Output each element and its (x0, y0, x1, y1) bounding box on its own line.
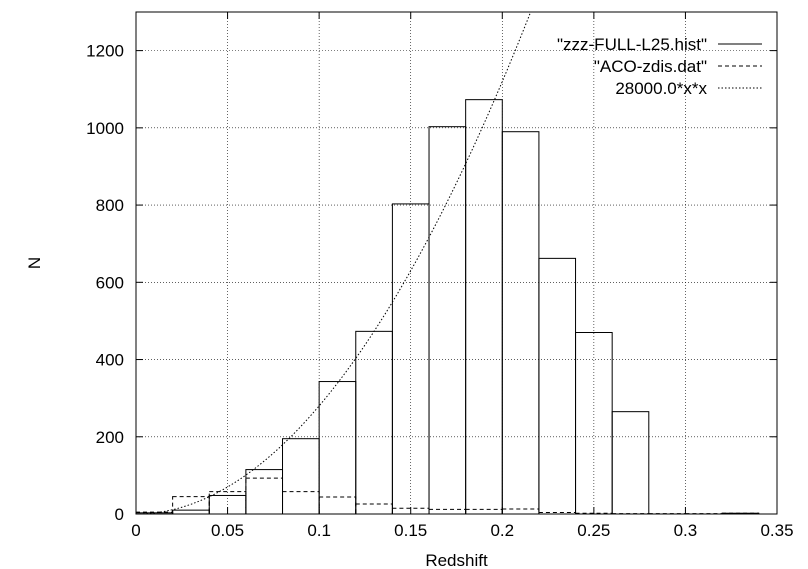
legend-label-0: "zzz-FULL-L25.hist" (557, 35, 707, 54)
aco-bar-6 (355, 503, 393, 515)
y-tick-label-6: 1200 (86, 42, 124, 61)
x-tick-label-7: 0.35 (760, 521, 793, 540)
full-bar-4 (282, 438, 320, 515)
x-tick-label-0: 0 (131, 521, 140, 540)
aco-bar-1 (172, 496, 210, 515)
y-tick-label-3: 600 (96, 273, 124, 292)
x-tick-label-3: 0.15 (394, 521, 427, 540)
axis-ticks: 0 0.05 0.1 0.15 0.2 0.25 0.3 0.35 0 200 400 600 800 1… (86, 12, 794, 540)
plot-frame (135, 11, 778, 515)
x-axis-label: Redshift (425, 551, 488, 569)
x-tick-label-4: 0.2 (490, 521, 514, 540)
full-bar-5 (318, 381, 357, 515)
grid-lines (136, 12, 777, 514)
legend-label-2: 28000.0*x*x (615, 79, 707, 98)
aco-bar-4 (282, 491, 320, 515)
histogram-bars (135, 99, 760, 515)
full-bar-11 (538, 257, 577, 515)
full-bar-6 (355, 330, 393, 515)
x-tick-label-5: 0.25 (577, 521, 610, 540)
y-tick-label-0: 0 (115, 505, 124, 524)
aco-bar-10 (501, 508, 540, 515)
full-bar-8 (428, 126, 467, 515)
aco-bar-3 (245, 477, 284, 515)
full-bar-10 (501, 131, 540, 515)
y-tick-label-4: 800 (96, 196, 124, 215)
x-tick-label-6: 0.3 (674, 521, 698, 540)
x-tick-label-1: 0.05 (211, 521, 244, 540)
full-bar-7 (391, 203, 430, 515)
aco-bar-5 (318, 496, 357, 515)
function-curve (135, 11, 532, 515)
full-bar-13 (611, 411, 650, 515)
aco-bar-8 (428, 508, 467, 515)
y-axis-label: N (25, 257, 44, 269)
aco-bar-9 (465, 508, 503, 515)
full-bar-3 (245, 469, 284, 515)
legend: "zzz-FULL-L25.hist" "ACO-zdis.dat" 28000.0… (557, 35, 762, 98)
curve-series-2 (135, 11, 532, 515)
y-tick-label-2: 400 (96, 351, 124, 370)
full-bar-9 (465, 99, 503, 515)
y-tick-label-5: 1000 (86, 119, 124, 138)
x-tick-label-2: 0.1 (307, 521, 331, 540)
full-bar-1 (172, 509, 210, 515)
y-tick-label-1: 200 (96, 428, 124, 447)
legend-label-1: "ACO-zdis.dat" (594, 57, 707, 76)
